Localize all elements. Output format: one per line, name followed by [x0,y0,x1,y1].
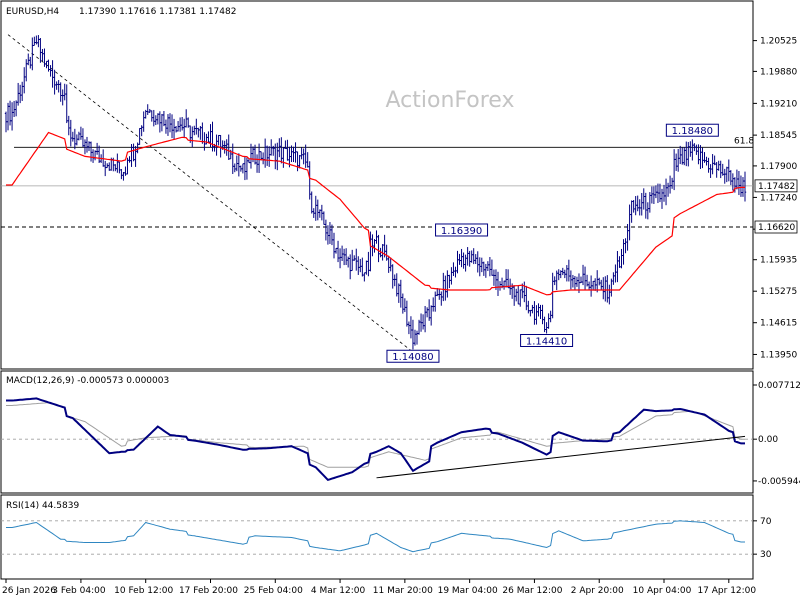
macd-panel: MACD(12,26,9) -0.000573 0.000003 0.00771… [0,370,800,494]
price-panel-frame [0,0,754,370]
price-tick-label: 1.13950 [760,350,797,360]
macd-tick-label: 0.00 [758,435,778,445]
macd-signal-line [6,402,745,468]
price-annotation-box [665,123,719,137]
macd-tick-label: 0.007712 [758,381,800,391]
time-tick-label: 26 Mar 12:00 [502,586,562,596]
price-moving-average [6,131,745,296]
rsi-panel: RSI(14) 44.5839 70 30 [0,494,772,580]
price-annotation-box [435,223,489,237]
ohlc-values: 1.17390 1.17616 1.17381 1.17482 [79,7,236,17]
price-tick-label: 1.14615 [760,319,797,329]
macd-main-line [6,397,745,482]
rsi-line [6,520,745,553]
price-panel: EURUSD,H4 1.17390 1.17616 1.17381 1.1748… [0,0,798,370]
support-level-label: 1.16620 [758,223,795,233]
price-tick-label: 1.17240 [760,193,797,203]
time-tick-label: 19 Mar 04:00 [438,586,498,596]
price-tick-label: 1.19880 [760,67,797,77]
chart-header: EURUSD,H4 [6,7,59,17]
macd-panel-frame [0,370,754,494]
current-price-label: 1.17482 [758,182,795,192]
price-annotation-label: 1.18480 [672,126,713,137]
price-tick-label: 1.20525 [760,37,797,47]
support-level-tag [754,220,798,234]
time-tick-label: 17 Apr 12:00 [697,586,756,596]
fib-618-label: 61.8 [734,136,754,146]
price-annotations: 1.18480 1.16390 1.14080 1.14410 [386,123,719,363]
time-tick-label: 4 Mar 12:00 [311,586,366,596]
rsi-lines [1,520,753,555]
rsi-tick-label: 70 [760,517,772,527]
time-tick-label: 10 Feb 12:00 [114,586,173,596]
macd-tick-label: -0.005944 [758,477,800,487]
time-tick-label: 2 Apr 20:00 [571,586,624,596]
rsi-tick-label: 30 [760,550,772,560]
rsi-panel-frame [0,494,754,580]
watermark: ActionForex [386,88,515,113]
price-annotation-label: 1.14080 [392,352,433,363]
time-tick-label: 25 Feb 04:00 [244,586,303,596]
current-price-tag [754,179,798,193]
price-annotation-label: 1.16390 [441,226,482,237]
price-tick-label: 1.15935 [760,256,797,266]
moving-average-line [6,131,745,296]
price-annotation-box [520,333,574,347]
macd-trendline [376,435,746,479]
price-tick-label: 1.18545 [760,131,797,141]
time-tick-label: 26 Jan 2026 [2,586,56,596]
time-tick-label: 17 Feb 20:00 [179,586,238,596]
time-tick-label: 3 Feb 04:00 [52,586,106,596]
price-annotation-box [386,349,440,363]
price-tick-label: 1.17900 [760,162,797,172]
rsi-title: RSI(14) 44.5839 [6,501,79,511]
price-annotation-label: 1.14410 [526,336,567,347]
macd-title: MACD(12,26,9) -0.000573 0.000003 [6,376,169,386]
time-tick-label: 11 Mar 20:00 [373,586,433,596]
macd-y-axis: 0.007712 0.00 -0.005944 [753,381,800,487]
rsi-y-axis: 70 30 [753,517,772,560]
macd-lines [1,397,753,482]
price-tick-label: 1.15275 [760,287,797,297]
price-tick-label: 1.19210 [760,99,797,109]
time-tick-label: 10 Apr 04:00 [633,586,692,596]
price-y-axis: 1.20525 1.19880 1.19210 1.18545 1.17900 1.172… [753,37,798,360]
down-trendline [7,34,414,353]
